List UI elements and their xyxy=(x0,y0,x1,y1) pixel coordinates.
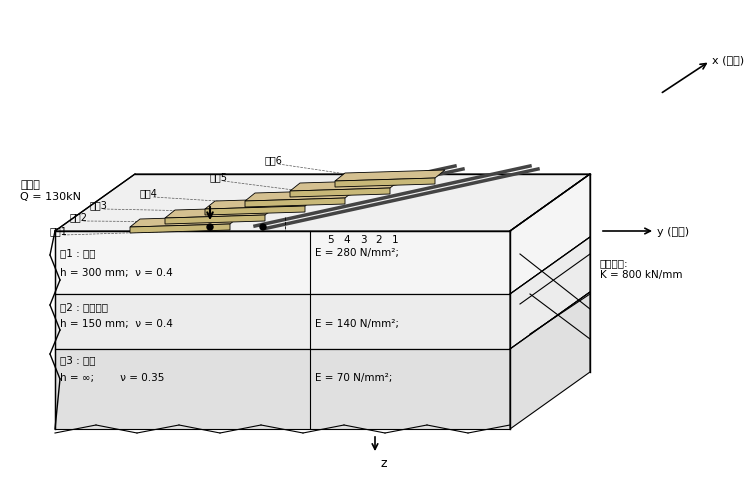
Text: 5: 5 xyxy=(327,235,334,244)
Polygon shape xyxy=(290,189,390,198)
Text: y (대칭): y (대칭) xyxy=(657,226,689,237)
Text: 4: 4 xyxy=(344,235,350,244)
Polygon shape xyxy=(335,179,435,187)
Polygon shape xyxy=(130,217,240,227)
Text: E = 70 N/mm²;: E = 70 N/mm²; xyxy=(315,372,392,382)
Polygon shape xyxy=(290,181,400,192)
Text: 층1 : 도상: 층1 : 도상 xyxy=(60,247,95,258)
Polygon shape xyxy=(245,199,345,207)
Text: 침목5: 침목5 xyxy=(210,172,228,182)
Polygon shape xyxy=(165,216,265,224)
Polygon shape xyxy=(510,292,590,429)
Text: 레일패드:
K = 800 kN/mm: 레일패드: K = 800 kN/mm xyxy=(600,258,683,279)
Text: 1: 1 xyxy=(392,235,398,244)
Text: 침목3: 침목3 xyxy=(90,200,108,209)
Text: 3: 3 xyxy=(360,235,367,244)
Polygon shape xyxy=(510,175,590,294)
Text: 침목6: 침목6 xyxy=(265,155,283,164)
Circle shape xyxy=(260,224,266,230)
Polygon shape xyxy=(55,231,510,294)
Text: 윤하중
Q = 130kN: 윤하중 Q = 130kN xyxy=(20,180,81,201)
Polygon shape xyxy=(55,294,510,349)
Text: 침목4: 침목4 xyxy=(140,187,158,198)
Text: 층2 : 보조도상: 층2 : 보조도상 xyxy=(60,302,108,311)
Polygon shape xyxy=(510,238,590,349)
Circle shape xyxy=(207,224,213,230)
Polygon shape xyxy=(165,207,275,219)
Polygon shape xyxy=(130,224,230,234)
Text: h = 150 mm;  ν = 0.4: h = 150 mm; ν = 0.4 xyxy=(60,318,173,328)
Text: h = ∞;        ν = 0.35: h = ∞; ν = 0.35 xyxy=(60,372,164,382)
Polygon shape xyxy=(55,349,510,429)
Polygon shape xyxy=(205,206,305,216)
Polygon shape xyxy=(245,191,355,202)
Text: E = 140 N/mm²;: E = 140 N/mm²; xyxy=(315,318,399,328)
Polygon shape xyxy=(55,175,590,231)
Text: 침목1: 침목1 xyxy=(50,225,68,236)
Text: h = 300 mm;  ν = 0.4: h = 300 mm; ν = 0.4 xyxy=(60,267,173,278)
Text: 2: 2 xyxy=(376,235,383,244)
Text: 층3 : 노반: 층3 : 노반 xyxy=(60,354,95,364)
Text: z: z xyxy=(381,456,388,469)
Polygon shape xyxy=(205,199,315,209)
Text: E = 280 N/mm²;: E = 280 N/mm²; xyxy=(315,247,399,258)
Text: 침목2: 침목2 xyxy=(70,212,88,222)
Polygon shape xyxy=(335,171,445,182)
Text: x (대칭): x (대칭) xyxy=(712,55,744,65)
